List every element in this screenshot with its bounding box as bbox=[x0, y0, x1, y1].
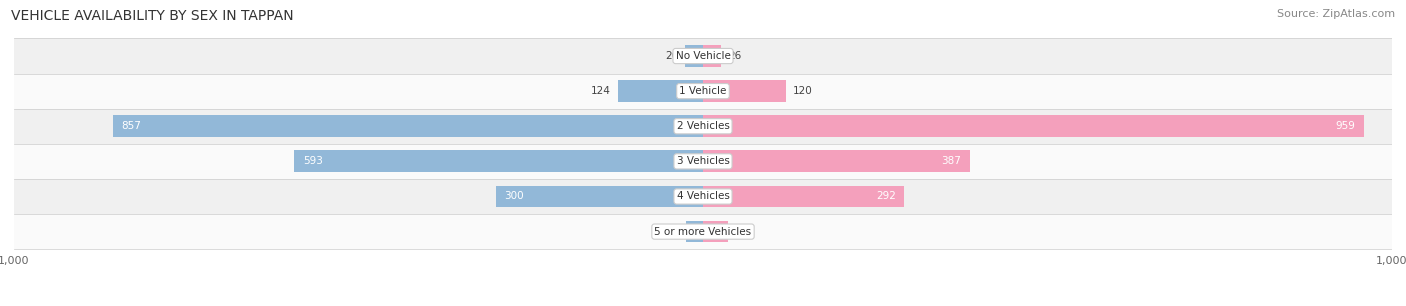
Text: 3 Vehicles: 3 Vehicles bbox=[676, 156, 730, 166]
Text: 857: 857 bbox=[121, 121, 141, 131]
Bar bbox=[703, 151, 970, 172]
Text: Source: ZipAtlas.com: Source: ZipAtlas.com bbox=[1277, 9, 1395, 19]
Text: 5 or more Vehicles: 5 or more Vehicles bbox=[654, 227, 752, 237]
Bar bbox=[703, 115, 1364, 137]
Bar bbox=[14, 39, 1392, 73]
Text: 24: 24 bbox=[666, 227, 679, 237]
Bar bbox=[685, 45, 703, 67]
Text: 26: 26 bbox=[728, 51, 741, 61]
Bar bbox=[496, 186, 703, 207]
Text: 2 Vehicles: 2 Vehicles bbox=[676, 121, 730, 131]
Text: 4 Vehicles: 4 Vehicles bbox=[676, 192, 730, 201]
Text: VEHICLE AVAILABILITY BY SEX IN TAPPAN: VEHICLE AVAILABILITY BY SEX IN TAPPAN bbox=[11, 9, 294, 23]
Text: 593: 593 bbox=[302, 156, 322, 166]
Text: 1 Vehicle: 1 Vehicle bbox=[679, 86, 727, 96]
Bar bbox=[294, 151, 703, 172]
Bar bbox=[703, 45, 721, 67]
Text: No Vehicle: No Vehicle bbox=[675, 51, 731, 61]
Bar bbox=[14, 179, 1392, 214]
Text: 26: 26 bbox=[665, 51, 678, 61]
Bar bbox=[14, 144, 1392, 179]
Text: 387: 387 bbox=[942, 156, 962, 166]
Bar bbox=[112, 115, 703, 137]
Bar bbox=[14, 73, 1392, 109]
Bar bbox=[703, 80, 786, 102]
Text: 959: 959 bbox=[1336, 121, 1355, 131]
Text: 124: 124 bbox=[591, 86, 610, 96]
Text: 300: 300 bbox=[505, 192, 524, 201]
Text: 120: 120 bbox=[793, 86, 813, 96]
Text: 37: 37 bbox=[735, 227, 748, 237]
Bar bbox=[703, 221, 728, 242]
Text: 292: 292 bbox=[876, 192, 896, 201]
Bar bbox=[617, 80, 703, 102]
Bar bbox=[14, 214, 1392, 249]
Bar bbox=[686, 221, 703, 242]
Bar bbox=[703, 186, 904, 207]
Bar bbox=[14, 109, 1392, 144]
